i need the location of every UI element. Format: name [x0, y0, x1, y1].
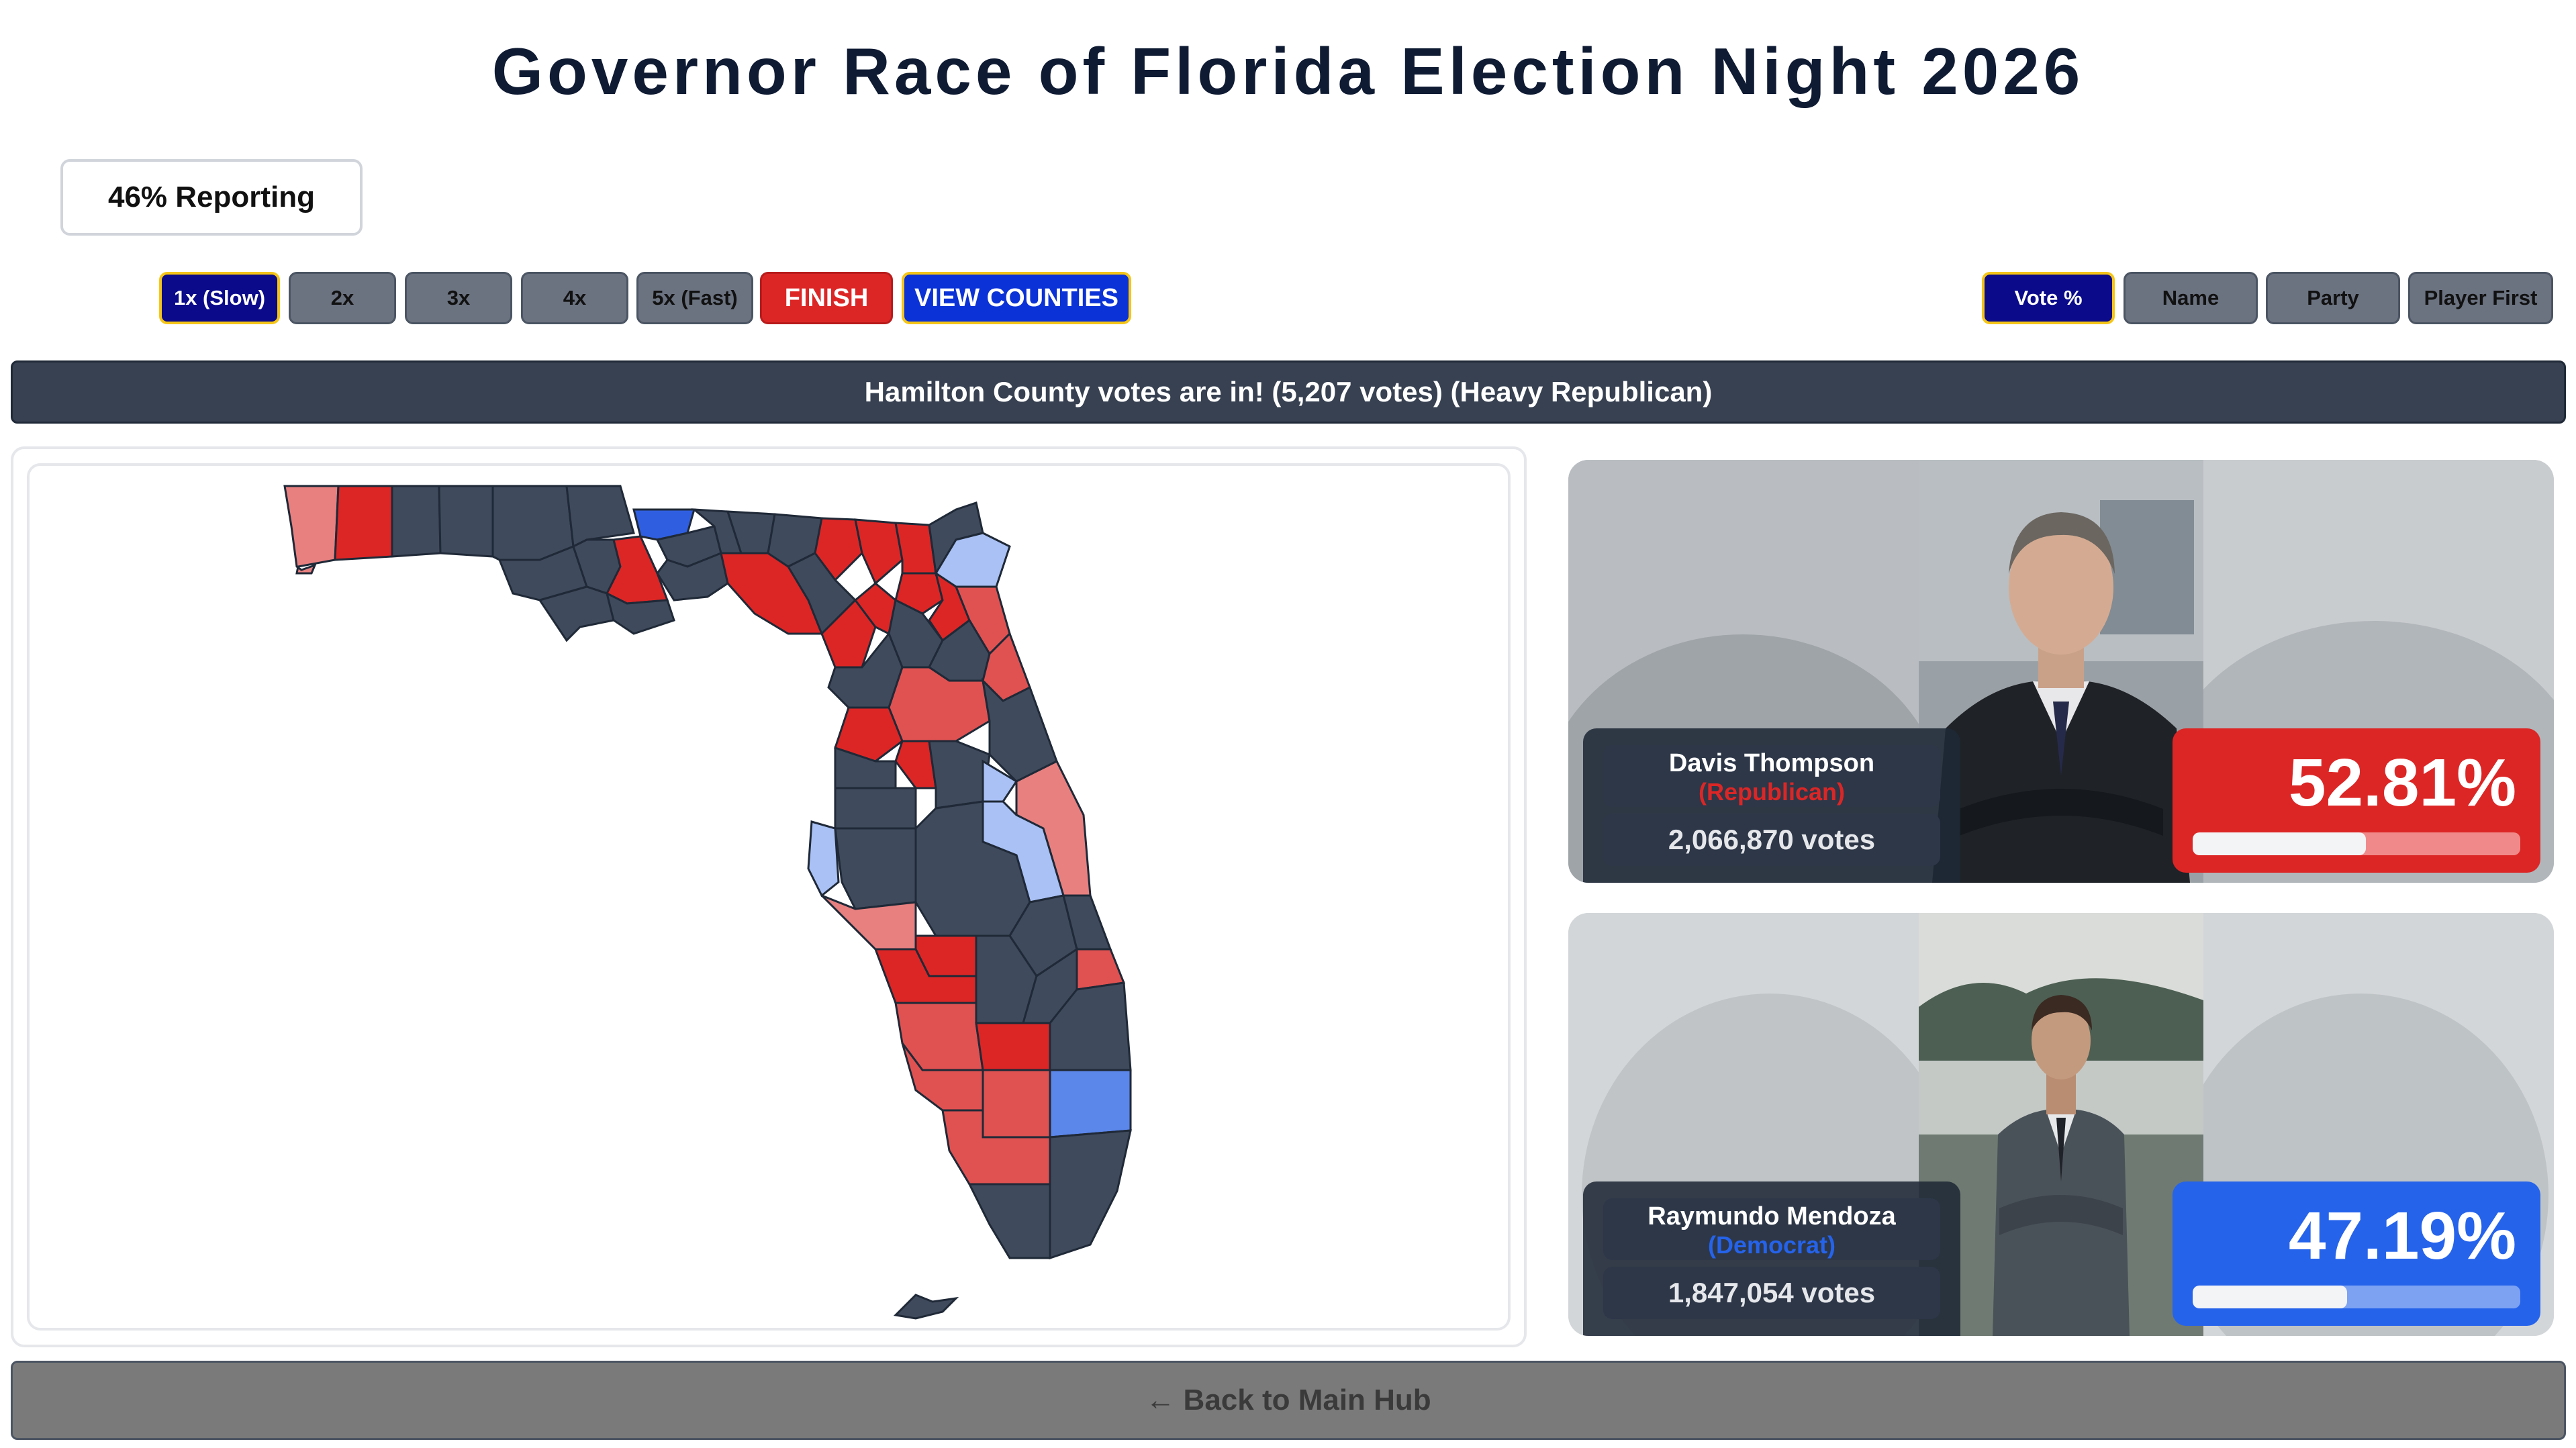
sort-player-first-button[interactable]: Player First	[2408, 272, 2553, 324]
speed-2x-button[interactable]: 2x	[289, 272, 396, 324]
county-hillsborough[interactable]	[834, 827, 917, 910]
candidate-votes: 2,066,870 votes	[1603, 814, 1940, 866]
county-walton[interactable]	[438, 485, 494, 558]
county-monroe-mainland[interactable]	[967, 1183, 1051, 1259]
map-panel	[11, 446, 1527, 1347]
county-escambia[interactable]	[283, 485, 340, 575]
speed-1x-button[interactable]: 1x (Slow)	[159, 272, 280, 324]
county-hernando[interactable]	[834, 746, 897, 789]
county-update-banner: Hamilton County votes are in! (5,207 vot…	[11, 360, 2566, 424]
county-pinellas[interactable]	[807, 820, 840, 898]
county-columbia[interactable]	[854, 518, 904, 585]
sort-name-button[interactable]: Name	[2124, 272, 2258, 324]
county-hendry[interactable]	[982, 1069, 1051, 1139]
florida-map	[27, 463, 1511, 1331]
page-title: Governor Race of Florida Election Night …	[491, 34, 2085, 108]
county-franklin[interactable]	[605, 591, 675, 635]
candidate-percent-box: 47.19%	[2173, 1181, 2540, 1326]
candidate-party: (Republican)	[1698, 778, 1845, 806]
county-glades[interactable]	[975, 1022, 1051, 1071]
county-okaloosa[interactable]	[391, 485, 442, 558]
candidate-percent: 47.19%	[2288, 1198, 2516, 1273]
county-dixie[interactable]	[820, 598, 877, 669]
candidate-progress-fill	[2193, 832, 2366, 855]
florida-county-map	[283, 485, 1132, 1320]
candidate-info-panel: Raymundo Mendoza (Democrat) 1,847,054 vo…	[1583, 1181, 1960, 1336]
county-keys[interactable]	[893, 1294, 959, 1320]
speed-5x-button[interactable]: 5x (Fast)	[636, 272, 753, 324]
candidate-photo-mendoza	[1919, 913, 2203, 1336]
county-sumter[interactable]	[894, 740, 937, 789]
speed-3x-button[interactable]: 3x	[405, 272, 512, 324]
sort-party-button[interactable]: Party	[2266, 272, 2400, 324]
back-to-hub-button[interactable]: ← Back to Main Hub	[11, 1361, 2566, 1440]
county-lake[interactable]	[928, 740, 991, 810]
county-pasco[interactable]	[834, 787, 917, 830]
view-counties-button[interactable]: VIEW COUNTIES	[902, 272, 1131, 324]
county-suwannee[interactable]	[814, 517, 863, 582]
candidate-nameplate: Raymundo Mendoza (Democrat)	[1603, 1198, 1940, 1260]
county-palm-beach[interactable]	[1049, 981, 1132, 1071]
candidate-name: Raymundo Mendoza	[1648, 1202, 1896, 1230]
candidate-nameplate: Davis Thompson (Republican)	[1603, 745, 1940, 807]
candidate-percent: 52.81%	[2288, 745, 2516, 820]
sort-vote-percent-button[interactable]: Vote %	[1982, 272, 2115, 324]
county-jackson[interactable]	[565, 485, 635, 548]
county-broward[interactable]	[1049, 1069, 1132, 1139]
county-bradford[interactable]	[894, 572, 944, 615]
candidate-progress-fill	[2193, 1286, 2348, 1308]
candidate-percent-box: 52.81%	[2173, 728, 2540, 873]
county-polk[interactable]	[914, 800, 1031, 937]
candidate-card-mendoza: Raymundo Mendoza (Democrat) 1,847,054 vo…	[1568, 913, 2554, 1336]
reporting-status: 46% Reporting	[60, 159, 363, 236]
candidate-name: Davis Thompson	[1668, 749, 1875, 777]
speed-4x-button[interactable]: 4x	[521, 272, 628, 324]
candidate-progress-bar	[2193, 1286, 2520, 1308]
county-manatee[interactable]	[820, 894, 917, 951]
county-miami-dade[interactable]	[1049, 1129, 1132, 1260]
candidate-progress-bar	[2193, 832, 2520, 855]
candidate-card-thompson: Davis Thompson (Republican) 2,066,870 vo…	[1568, 460, 2554, 883]
candidate-votes: 1,847,054 votes	[1603, 1267, 1940, 1319]
candidate-photo-thompson	[1919, 460, 2203, 883]
county-citrus[interactable]	[834, 706, 904, 763]
candidate-info-panel: Davis Thompson (Republican) 2,066,870 vo…	[1583, 728, 1960, 883]
finish-button[interactable]: FINISH	[760, 272, 893, 324]
county-santa-rosa[interactable]	[334, 485, 393, 561]
candidate-party: (Democrat)	[1707, 1231, 1836, 1259]
county-wakulla[interactable]	[656, 551, 729, 601]
county-holmes-washington[interactable]	[491, 485, 575, 561]
